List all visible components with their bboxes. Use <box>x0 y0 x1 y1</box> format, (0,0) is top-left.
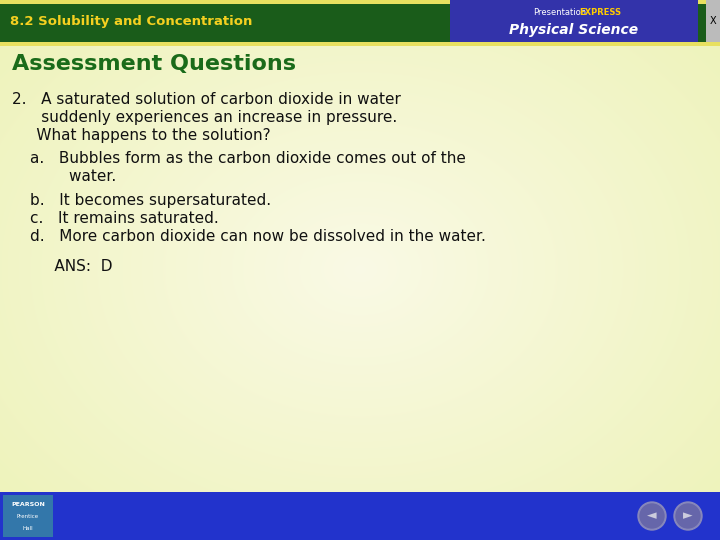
Circle shape <box>638 502 666 530</box>
Circle shape <box>640 504 664 528</box>
Text: 2.   A saturated solution of carbon dioxide in water: 2. A saturated solution of carbon dioxid… <box>12 92 401 107</box>
Bar <box>450 0 698 42</box>
Bar <box>0 0 720 4</box>
Text: ANS:  D: ANS: D <box>30 259 112 274</box>
Text: c.   It remains saturated.: c. It remains saturated. <box>30 211 219 226</box>
Text: ►: ► <box>683 510 693 523</box>
Text: suddenly experiences an increase in pressure.: suddenly experiences an increase in pres… <box>12 110 397 125</box>
Text: water.: water. <box>30 170 116 184</box>
Text: 8.2 Solubility and Concentration: 8.2 Solubility and Concentration <box>10 15 253 28</box>
Circle shape <box>676 504 700 528</box>
Text: Hall: Hall <box>23 525 33 530</box>
Bar <box>0 42 720 46</box>
Text: PEARSON: PEARSON <box>11 502 45 507</box>
Text: EXPRESS: EXPRESS <box>579 8 621 17</box>
Circle shape <box>674 502 702 530</box>
Text: What happens to the solution?: What happens to the solution? <box>12 128 271 143</box>
Text: ◄: ◄ <box>647 510 657 523</box>
Bar <box>0 492 720 540</box>
Text: d.   More carbon dioxide can now be dissolved in the water.: d. More carbon dioxide can now be dissol… <box>30 229 486 244</box>
Bar <box>706 0 720 42</box>
Text: X: X <box>710 16 716 26</box>
Bar <box>3 495 53 537</box>
Bar <box>0 0 720 42</box>
Text: Presentation: Presentation <box>534 8 587 17</box>
Text: b.   It becomes supersaturated.: b. It becomes supersaturated. <box>30 193 271 208</box>
Text: Physical Science: Physical Science <box>510 23 639 37</box>
Text: Assessment Questions: Assessment Questions <box>12 54 296 74</box>
Text: Prentice: Prentice <box>17 515 39 519</box>
Text: a.   Bubbles form as the carbon dioxide comes out of the: a. Bubbles form as the carbon dioxide co… <box>30 151 466 166</box>
